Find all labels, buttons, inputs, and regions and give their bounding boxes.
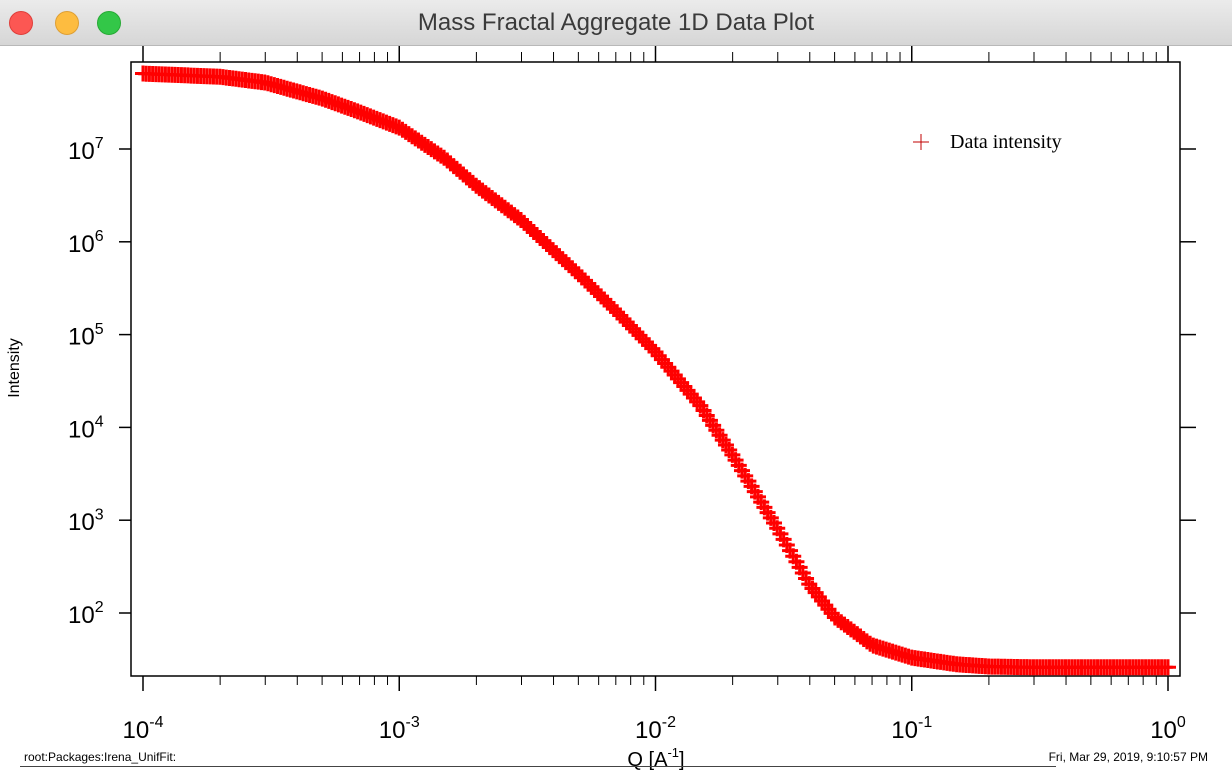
x-tick-label: 10-2 [635,714,676,744]
data-point [1160,659,1176,676]
y-tick-label: 103 [68,506,104,536]
y-tick-label: 102 [68,599,104,629]
legend-label: Data intensity [950,131,1062,153]
window-title: Mass Fractal Aggregate 1D Data Plot [417,9,815,36]
close-window-button[interactable] [9,11,33,35]
y-axis-title: Intensity [6,338,23,398]
y-tick-label: 104 [68,414,104,444]
window-titlebar: Mass Fractal Aggregate 1D Data Plot [0,0,1232,46]
x-tick-label: 100 [1150,714,1186,744]
data-folder-path: root:Packages:Irena_UnifFit: [24,750,177,764]
plot-timestamp: Fri, Mar 29, 2019, 9:10:57 PM [1048,750,1208,764]
y-tick-label: 107 [68,135,104,165]
legend-marker [913,134,929,150]
footer-divider [20,766,1056,767]
x-tick-label: 10-1 [891,714,932,744]
plot-frame [130,61,1181,677]
maximize-window-button[interactable] [97,11,121,35]
minimize-window-button[interactable] [55,11,79,35]
y-tick-label: 105 [68,321,104,351]
data-series-markers [135,65,1176,676]
x-axis-title: Q [A-1] [627,745,684,771]
x-tick-label: 10-3 [379,714,420,744]
x-tick-label: 10-4 [123,714,164,744]
y-tick-label: 106 [68,228,104,258]
intensity-vs-q-plot: 10-4 10-3 10-2 10-1 100 102 103 104 105 106 107 Int… [6,46,1196,771]
